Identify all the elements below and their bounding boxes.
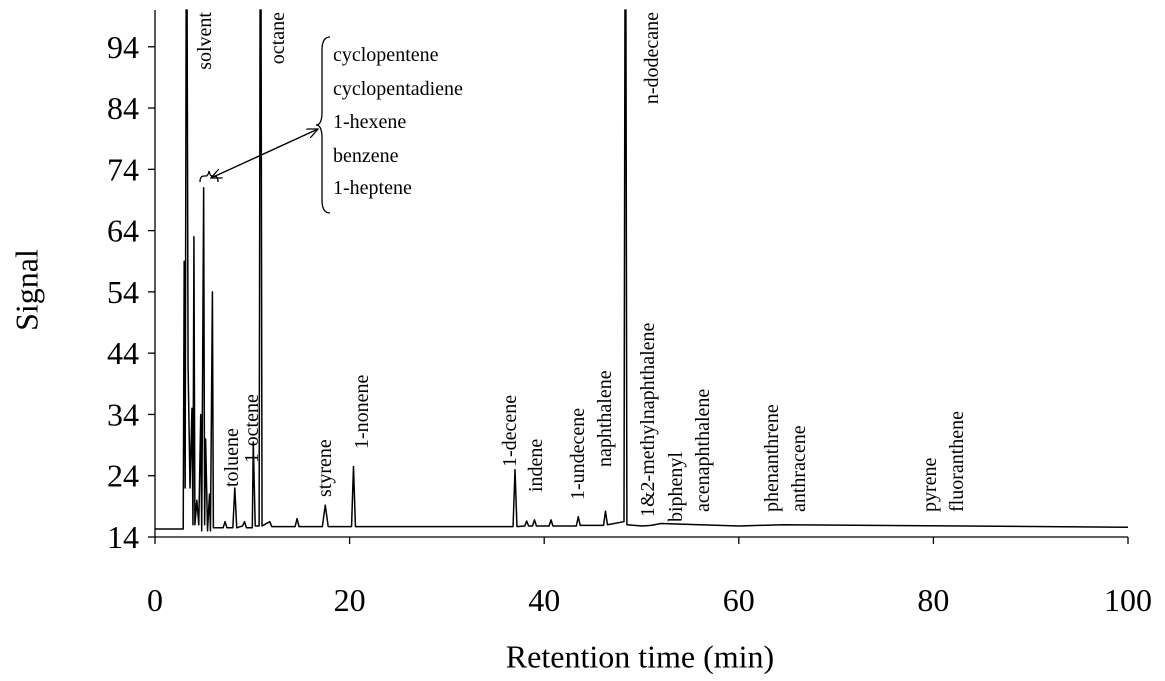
x-tick-label: 0 — [147, 582, 163, 618]
peak-label: 1-nonene — [351, 374, 373, 449]
y-tick-label: 44 — [107, 335, 139, 371]
x-tick-label: 100 — [1104, 582, 1152, 618]
y-tick-label: 54 — [107, 274, 139, 310]
y-tick-label: 84 — [107, 90, 139, 126]
peak-label: indene — [525, 439, 547, 492]
peak-label: n-dodecane — [641, 12, 663, 104]
x-tick-label: 20 — [334, 582, 366, 618]
peak-label: styrene — [314, 439, 336, 497]
y-tick-label: 24 — [107, 458, 139, 494]
peak-label: anthracene — [788, 425, 810, 512]
x-tick-label: 60 — [723, 582, 755, 618]
peak-label: pyrene — [919, 457, 941, 512]
y-tick-label: 94 — [107, 29, 139, 65]
peak-label: biphenyl — [665, 452, 687, 522]
peak-label: octane — [267, 12, 289, 64]
x-tick-label: 80 — [917, 582, 949, 618]
signal-line — [155, 9, 1129, 532]
peak-label: toluene — [221, 428, 243, 487]
peak-label: solvent — [194, 12, 216, 70]
y-tick-label: 14 — [107, 519, 139, 555]
bracket-label: 1-heptene — [333, 177, 412, 199]
peak-label: 1-decene — [499, 395, 521, 467]
peak-label: phenanthrene — [761, 404, 783, 512]
peak-label: 1-octene — [241, 394, 263, 463]
bracket-label: cyclopentadiene — [333, 78, 463, 100]
arrow — [211, 129, 318, 178]
peak-label: 1&2-methylnaphthalene — [637, 322, 659, 517]
bracket-label: 1-hexene — [333, 111, 406, 133]
y-tick-label: 64 — [107, 213, 139, 249]
bracket-label: cyclopentene — [333, 44, 439, 66]
peak-label: naphthalene — [594, 370, 616, 467]
y-tick-label: 74 — [107, 151, 139, 187]
peak-label: acenaphthalene — [692, 389, 714, 512]
peak-label: fluoranthene — [946, 411, 968, 512]
x-axis-label: Retention time (min) — [506, 638, 774, 674]
y-tick-label: 34 — [107, 396, 139, 432]
x-tick-label: 40 — [528, 582, 560, 618]
y-axis-label: Signal — [8, 249, 44, 331]
peak-label: 1-undecene — [567, 408, 589, 500]
large-brace — [315, 36, 331, 214]
bracket-label: benzene — [333, 145, 399, 167]
